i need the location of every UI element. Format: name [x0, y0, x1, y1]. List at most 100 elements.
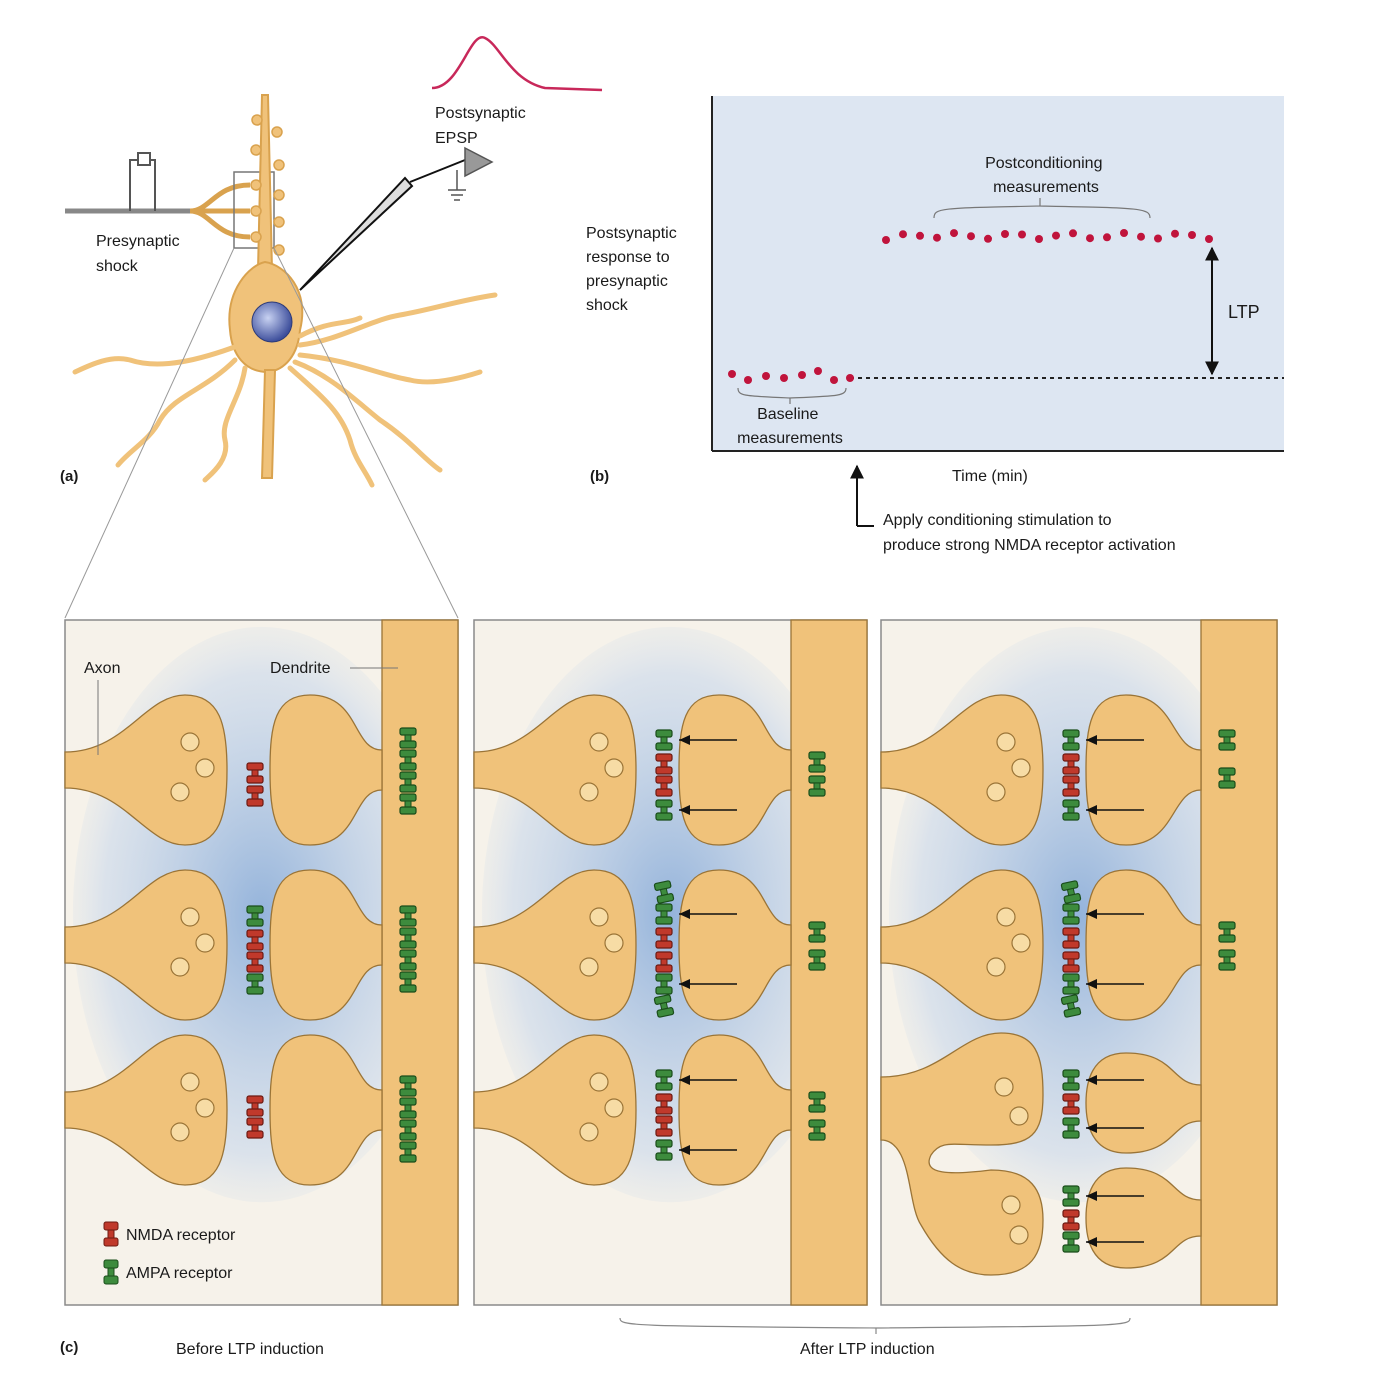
insertion-arrow-head	[1086, 1123, 1097, 1133]
axon-label: Axon	[84, 660, 120, 677]
nmda-receptor	[655, 1115, 673, 1137]
conditioning-note-line2: produce strong NMDA receptor activation	[883, 537, 1176, 554]
panel-b: LTP Postconditioning measurements Baseli…	[586, 96, 1284, 554]
ampa-receptor	[1062, 799, 1080, 821]
dendritic-spine	[269, 1034, 383, 1186]
ampa-receptor	[399, 927, 417, 949]
ampa-receptor	[246, 973, 264, 995]
nmda-receptor	[655, 927, 673, 949]
dendritic-spines	[250, 114, 285, 256]
dendritic-spine	[1085, 694, 1202, 846]
baseline-brace	[737, 387, 847, 404]
ampa-receptor	[1062, 1069, 1080, 1091]
postconditioning-dot	[1120, 229, 1128, 237]
nmda-receptor	[246, 951, 264, 973]
baseline-label-line2: measurements	[737, 430, 843, 447]
ampa-receptor	[1062, 1231, 1080, 1253]
ampa-receptor	[399, 727, 417, 749]
dendritic-spine	[1085, 1167, 1202, 1269]
synaptic-vesicle	[1011, 758, 1031, 778]
synaptic-vesicle	[604, 933, 624, 953]
ampa-receptor	[399, 905, 417, 927]
recording-electrode	[299, 146, 494, 291]
baseline-dot	[830, 376, 838, 384]
synaptic-vesicle	[994, 1077, 1014, 1097]
synaptic-vesicle	[170, 782, 190, 802]
synapse-panel-after-split	[880, 619, 1278, 1306]
synaptic-vesicle	[170, 1122, 190, 1142]
postconditioning-dot	[933, 233, 941, 242]
postconditioning-dot	[950, 229, 958, 238]
y-axis-label-line2: response to	[586, 249, 670, 266]
after-brace	[619, 1317, 1131, 1334]
synaptic-vesicle	[195, 933, 215, 953]
ampa-receptor	[399, 1075, 417, 1097]
panel-c: Axon Dendrite NMDA receptor AMPA recepto…	[60, 619, 1278, 1358]
ampa-receptor	[1062, 729, 1080, 751]
ampa-receptor	[1218, 921, 1236, 943]
baseline-dot	[780, 374, 788, 382]
conditioning-note-line1: Apply conditioning stimulation to	[883, 512, 1112, 529]
postconditioning-dot	[916, 231, 924, 240]
dendritic-spine	[269, 694, 383, 846]
ampa-receptor	[655, 973, 673, 995]
synaptic-vesicle	[195, 758, 215, 778]
nmda-receptor	[1062, 753, 1080, 775]
presynaptic-terminal	[64, 694, 228, 846]
dendrite-shaft	[790, 619, 868, 1306]
postconditioning-dot	[1171, 229, 1179, 238]
insertion-arrow-head	[679, 1075, 690, 1085]
ampa-receptor	[653, 880, 675, 904]
nmda-receptor	[655, 1093, 673, 1115]
svg-text:Postsynaptic EPSP: Postsynaptic EPSP	[435, 105, 530, 147]
postconditioning-dot	[1154, 234, 1162, 243]
nmda-receptor	[655, 753, 673, 775]
ampa-receptor	[399, 949, 417, 971]
nmda-receptor	[1062, 951, 1080, 973]
neuron	[228, 94, 304, 479]
synaptic-vesicle	[996, 907, 1016, 927]
nmda-receptor	[246, 785, 264, 807]
nmda-receptor	[246, 929, 264, 951]
nmda-receptor	[1062, 927, 1080, 949]
after-caption: After LTP induction	[800, 1341, 935, 1358]
postconditioning-dot	[882, 236, 890, 244]
presynaptic-terminal	[473, 694, 637, 846]
insertion-arrow-head	[1086, 735, 1097, 745]
ampa-receptor	[1062, 903, 1080, 925]
postconditioning-dots	[882, 229, 1213, 244]
ampa-receptor	[399, 971, 417, 993]
ampa-receptor	[655, 1069, 673, 1091]
epsp-label-line1: Postsynaptic	[435, 105, 526, 122]
ampa-receptor	[1062, 1117, 1080, 1139]
synaptic-vesicle	[1001, 1195, 1021, 1215]
insertion-arrow-head	[679, 1145, 690, 1155]
ltp-label: LTP	[1228, 302, 1260, 322]
x-axis-label: Time (min)	[952, 468, 1028, 485]
epsp-label-line2: EPSP	[435, 130, 478, 147]
synaptic-vesicle	[1011, 933, 1031, 953]
nmda-receptor	[1062, 1093, 1080, 1115]
ampa-receptor	[808, 775, 826, 797]
ampa-receptor	[399, 1097, 417, 1119]
synaptic-vesicle	[986, 782, 1006, 802]
ampa-receptor	[808, 751, 826, 773]
postconditioning-dot	[1052, 231, 1060, 240]
panel-a: Postsynaptic EPSP Presynaptic shock (a)	[60, 36, 603, 488]
legend-ampa-swatch	[103, 1259, 119, 1285]
ampa-receptor	[655, 729, 673, 751]
dendritic-spine	[678, 869, 792, 1021]
baseline-label-line1: Baseline	[757, 406, 818, 423]
svg-text:Baseline measurements: Baseline measurements	[737, 406, 843, 447]
postconditioning-dot	[967, 232, 975, 241]
insertion-arrow-head	[679, 979, 690, 989]
baseline-dot	[798, 371, 806, 379]
insertion-arrow-head	[679, 735, 690, 745]
nmda-receptor	[246, 762, 264, 784]
insertion-arrow-head	[1086, 1075, 1097, 1085]
presynaptic-terminal	[880, 694, 1044, 846]
svg-text:Presynaptic shock: Presynaptic shock	[96, 233, 184, 275]
ampa-receptor	[655, 799, 673, 821]
synaptic-vesicle	[579, 1122, 599, 1142]
postconditioning-dot	[1086, 234, 1094, 243]
